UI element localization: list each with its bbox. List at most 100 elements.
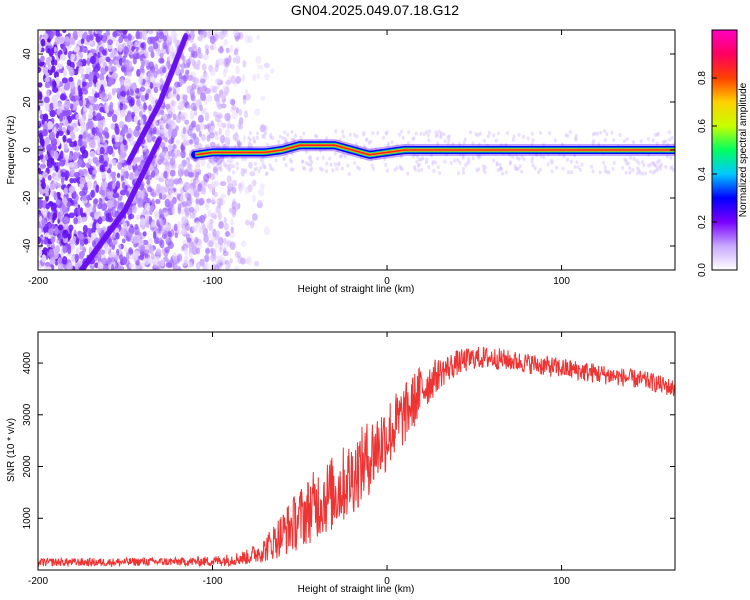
spectrogram-cell	[212, 85, 218, 93]
spectrogram-cell	[362, 132, 366, 137]
spectrogram-cell	[120, 96, 127, 105]
spectrogram-cell	[400, 154, 403, 159]
spectrogram-cell	[278, 134, 282, 139]
spectrogram-cell	[88, 159, 93, 165]
spectrogram-cell	[501, 171, 504, 176]
spectrogram-cell	[144, 252, 149, 260]
spectrogram-cell	[94, 68, 98, 74]
spectrogram-cell	[92, 156, 99, 164]
spectrogram-cell	[54, 247, 61, 253]
spectrogram-cell	[225, 79, 232, 86]
spectrogram-cell	[575, 160, 579, 165]
spectrogram-cell	[148, 246, 154, 255]
spectrogram-cell	[73, 151, 78, 161]
spectrogram-cell	[45, 203, 50, 210]
spectrogram-cell	[334, 162, 337, 167]
spectrogram-cell	[281, 136, 285, 140]
spectrogram-cell	[79, 116, 84, 125]
spectrogram-cell	[181, 216, 188, 225]
spectrogram-cell	[75, 237, 80, 245]
spectrogram-cell	[127, 247, 133, 255]
spectrogram-cell	[623, 157, 627, 162]
spectrogram-cell	[618, 133, 622, 137]
x-tick-label: -200	[28, 276, 48, 287]
spectrogram-cell	[168, 193, 174, 201]
spectrogram-cell	[570, 170, 574, 175]
spectrogram-cell	[434, 130, 438, 135]
spectrogram-cell	[247, 136, 251, 140]
spectrogram-cell	[291, 167, 295, 172]
spectrogram-cell	[257, 169, 261, 174]
spectrogram-cell	[222, 68, 227, 78]
spectrogram-cell	[458, 160, 462, 165]
spectrogram-cell	[154, 188, 160, 196]
spectrogram-cell	[49, 102, 54, 111]
spectrogram-cell	[214, 255, 221, 264]
spectrogram-cell	[186, 139, 190, 146]
spectrogram-cell	[107, 181, 114, 190]
spectrogram-cell	[54, 227, 59, 236]
spectrogram-cell	[79, 87, 83, 97]
spectrogram-cell	[434, 134, 438, 138]
spectrogram-cell	[105, 216, 111, 222]
spectrogram-cell	[333, 151, 337, 156]
spectrogram-cell	[204, 254, 210, 263]
spectrogram-cell	[146, 179, 151, 185]
spectrogram-cell	[406, 171, 410, 176]
spectrogram-cell	[95, 184, 100, 194]
spectrogram-cell	[47, 56, 53, 62]
spectrogram-cell	[199, 104, 203, 112]
spectrogram-cell	[271, 136, 275, 141]
spectrogram-cell	[59, 93, 66, 101]
spectrogram-cell	[56, 77, 60, 87]
spectrogram-cell	[456, 171, 460, 176]
spectrogram-cell	[70, 95, 76, 102]
x-tick-label: 0	[384, 276, 390, 287]
spectrogram-cell	[462, 166, 465, 171]
spectrogram-cell	[182, 260, 188, 267]
spectrogram-cell	[145, 149, 150, 155]
spectrogram-cell	[221, 193, 227, 199]
spectrogram-cell	[79, 238, 85, 247]
spectrogram-cell	[539, 131, 542, 135]
spectrogram-cell	[205, 112, 210, 122]
spectrogram-cell	[164, 198, 171, 208]
spectrogram-cell	[160, 128, 165, 135]
spectrogram-cell	[40, 55, 45, 63]
spectrogram-cell	[631, 168, 635, 173]
spectrogram-cell	[302, 166, 305, 170]
spectrogram-cell	[422, 132, 426, 137]
spectrogram-cell	[99, 135, 104, 144]
spectrogram-cell	[517, 156, 521, 161]
spectrogram-cell	[235, 65, 240, 75]
spectrogram-cell	[50, 236, 56, 243]
spectrogram-cell	[128, 263, 134, 269]
spectrogram-cell	[60, 176, 65, 186]
spectrogram-cell	[553, 138, 557, 143]
spectrogram-cell	[353, 161, 356, 166]
spectrogram-cell	[512, 134, 516, 139]
spectrogram-cell	[149, 76, 156, 84]
spectrogram-cell	[63, 83, 70, 91]
spectrogram-cell	[106, 145, 111, 154]
spectrogram-cell	[182, 139, 187, 148]
spectrogram-cell	[518, 164, 522, 169]
spectrogram-cell	[180, 101, 185, 111]
spectrogram-cell	[109, 52, 115, 58]
spectrogram-cell	[68, 185, 75, 194]
spectrogram-cell	[162, 114, 167, 121]
spectrogram-cell	[163, 170, 168, 179]
spectrogram-cell	[171, 121, 177, 129]
spectrogram-cell	[576, 165, 580, 170]
spectrogram-cell	[538, 167, 542, 172]
spectrogram-noise	[38, 30, 675, 270]
spectrogram-cell	[99, 127, 104, 133]
spectrogram-cell	[45, 184, 50, 193]
spectrogram-cell	[69, 36, 74, 45]
spectrogram-cell	[149, 36, 155, 44]
spectrogram-cell	[244, 88, 248, 97]
spectrogram-cell	[425, 160, 428, 165]
spectrogram-cell	[68, 162, 75, 168]
spectrogram-cell	[216, 197, 223, 207]
